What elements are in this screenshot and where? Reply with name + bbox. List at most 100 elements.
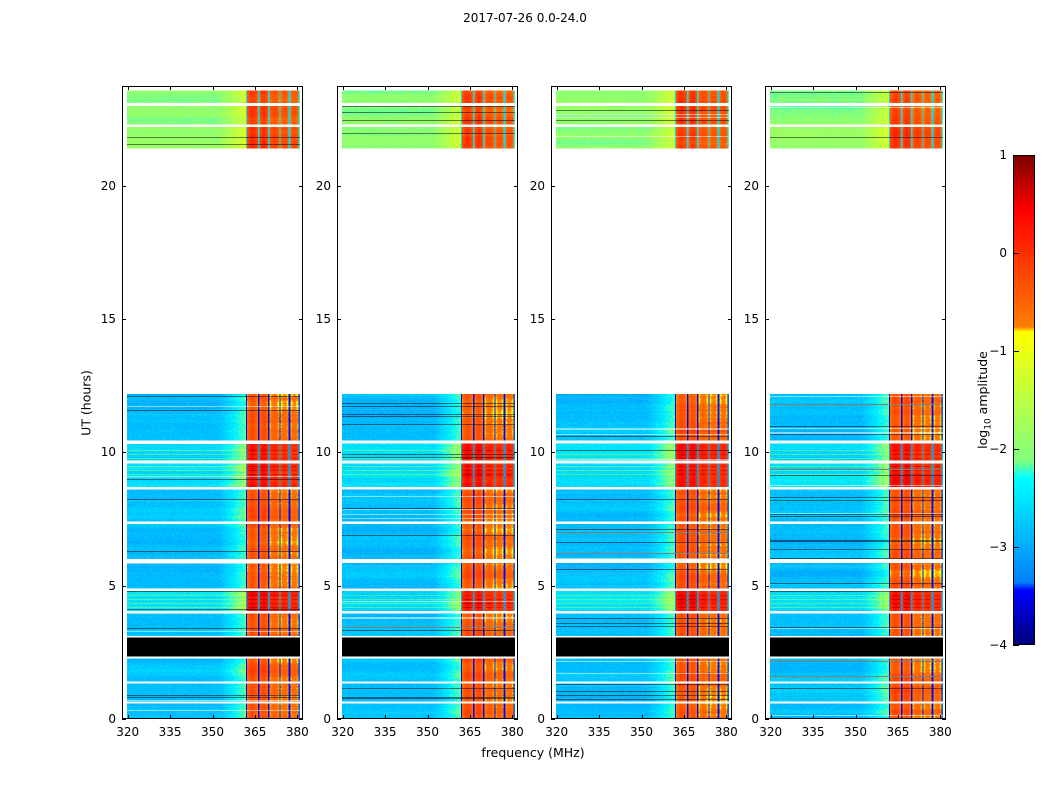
y-tick-mark-right [514, 185, 518, 187]
x-tick-mark [683, 715, 685, 719]
colorbar-label: log10 amplitude [975, 351, 994, 449]
y-axis-label: UT (hours) [78, 370, 94, 436]
y-tick-mark [337, 452, 341, 454]
x-tick-mark-top [212, 86, 214, 90]
x-tick-label: 335 [158, 725, 182, 739]
x-tick-mark-top [726, 86, 728, 90]
x-tick-label: 320 [759, 725, 783, 739]
x-tick-label: 365 [243, 725, 267, 739]
x-tick-mark [813, 715, 815, 719]
y-tick-mark-right [942, 319, 946, 321]
spectrogram-image-xy [552, 87, 731, 718]
y-tick-label: 10 [315, 445, 331, 460]
spectrogram-image-xx [123, 87, 302, 718]
y-tick-mark-right [514, 719, 518, 720]
x-tick-label: 350 [416, 725, 439, 739]
colorbar-tick-mark [1013, 351, 1019, 352]
x-tick-label: 380 [500, 725, 524, 739]
y-tick-label: 0 [537, 712, 545, 726]
x-tick-mark [469, 715, 471, 719]
x-tick-mark-top [170, 86, 172, 90]
y-tick-label: 0 [323, 712, 331, 726]
y-tick-mark [551, 319, 555, 321]
y-tick-mark-right [728, 185, 732, 187]
x-tick-label: 335 [801, 725, 825, 739]
spectrogram-panel-yx: YX, V4*V11=EA05*EA14 [765, 86, 946, 719]
x-tick-label: 365 [886, 725, 910, 739]
y-tick-label: 15 [100, 312, 116, 327]
spectrogram-image-yy [338, 87, 517, 718]
y-tick-mark-right [299, 719, 303, 720]
y-tick-mark-right [728, 452, 732, 454]
y-tick-mark [122, 719, 126, 720]
y-tick-label: 20 [743, 178, 759, 193]
y-tick-mark-right [942, 452, 946, 454]
y-tick-mark-right [514, 452, 518, 454]
colorbar-tick-mark [1013, 155, 1019, 156]
x-tick-mark [512, 715, 514, 719]
y-tick-mark-right [299, 452, 303, 454]
y-tick-label: 0 [108, 712, 116, 726]
x-tick-mark-top [342, 86, 344, 90]
x-tick-mark-top [855, 86, 857, 90]
x-tick-mark-top [599, 86, 601, 90]
x-tick-mark-top [641, 86, 643, 90]
x-tick-mark [170, 715, 172, 719]
x-tick-mark-top [469, 86, 471, 90]
x-tick-mark-top [427, 86, 429, 90]
y-tick-label: 20 [315, 178, 331, 193]
y-tick-mark-right [942, 719, 946, 720]
y-tick-mark [551, 452, 555, 454]
x-tick-mark-top [512, 86, 514, 90]
y-tick-mark [337, 319, 341, 321]
x-tick-mark [342, 715, 344, 719]
y-tick-label: 10 [529, 445, 545, 460]
colorbar-tick-label: 1 [999, 148, 1007, 162]
y-tick-label: 15 [529, 312, 545, 327]
x-tick-mark-top [813, 86, 815, 90]
y-tick-mark [122, 585, 126, 587]
colorbar [1013, 155, 1035, 645]
x-tick-label: 365 [458, 725, 482, 739]
x-tick-label: 320 [545, 725, 569, 739]
y-tick-mark [337, 585, 341, 587]
x-tick-label: 380 [928, 725, 952, 739]
x-tick-mark [897, 715, 899, 719]
x-tick-label: 380 [285, 725, 309, 739]
x-tick-mark-top [770, 86, 772, 90]
y-tick-mark-right [299, 319, 303, 321]
x-tick-mark-top [127, 86, 129, 90]
x-tick-label: 350 [844, 725, 867, 739]
x-tick-label: 380 [714, 725, 738, 739]
colorbar-gradient [1014, 156, 1034, 644]
x-tick-label: 335 [373, 725, 397, 739]
y-tick-mark [122, 452, 126, 454]
y-tick-mark [765, 319, 769, 321]
colorbar-label-main: log [974, 429, 990, 449]
x-tick-mark-top [897, 86, 899, 90]
y-tick-mark [551, 185, 555, 187]
x-tick-mark [212, 715, 214, 719]
y-tick-label: 0 [751, 712, 759, 726]
x-tick-mark [855, 715, 857, 719]
spectrogram-canvas-yx [766, 87, 945, 718]
x-tick-mark [641, 715, 643, 719]
figure-suptitle: 2017-07-26 0.0-24.0 [463, 11, 587, 25]
y-tick-mark [765, 719, 769, 720]
y-tick-mark-right [514, 319, 518, 321]
y-tick-mark-right [942, 185, 946, 187]
x-tick-label: 320 [331, 725, 355, 739]
y-tick-mark [551, 719, 555, 720]
colorbar-label-subscript: 10 [983, 418, 994, 430]
y-tick-label: 10 [100, 445, 116, 460]
y-tick-mark [122, 319, 126, 321]
colorbar-tick-mark [1013, 547, 1019, 548]
x-tick-mark-top [297, 86, 299, 90]
colorbar-tick-label: −3 [989, 540, 1007, 554]
x-tick-mark [770, 715, 772, 719]
x-axis-label: frequency (MHz) [481, 745, 585, 760]
x-tick-mark [599, 715, 601, 719]
x-tick-mark [297, 715, 299, 719]
y-tick-mark-right [942, 585, 946, 587]
